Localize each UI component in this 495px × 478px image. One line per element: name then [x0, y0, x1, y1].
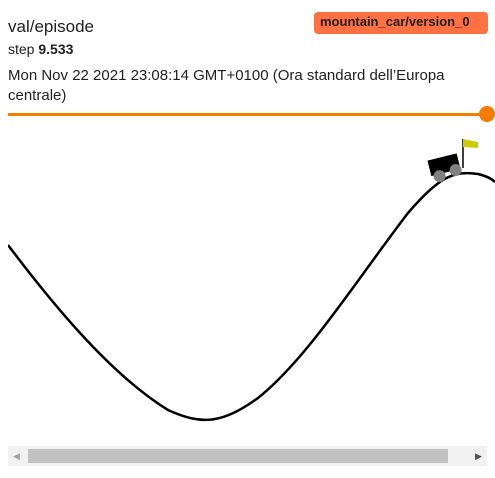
step-label: step: [8, 41, 35, 57]
episode-image: [8, 128, 495, 438]
slider-thumb[interactable]: [479, 106, 495, 122]
scroll-left-icon[interactable]: ◀: [13, 451, 20, 461]
mountain-car-render: [8, 139, 495, 422]
run-badge: mountain_car/version_0: [314, 12, 488, 34]
horizontal-scrollbar[interactable]: ◀ ▶: [8, 446, 487, 466]
mountain-curve: [8, 171, 495, 422]
flag: [462, 139, 478, 168]
step-value: 9.533: [38, 41, 74, 57]
card-title: val/episode: [8, 17, 95, 36]
car: [427, 153, 462, 183]
scroll-thumb[interactable]: [28, 449, 448, 463]
step-slider[interactable]: [8, 106, 495, 122]
timestamp: Mon Nov 22 2021 23:08:14 GMT+0100 (Ora s…: [8, 67, 445, 104]
slider-track: [8, 113, 487, 116]
step-row: step 9.533: [8, 40, 73, 58]
scroll-right-icon[interactable]: ▶: [475, 451, 482, 461]
